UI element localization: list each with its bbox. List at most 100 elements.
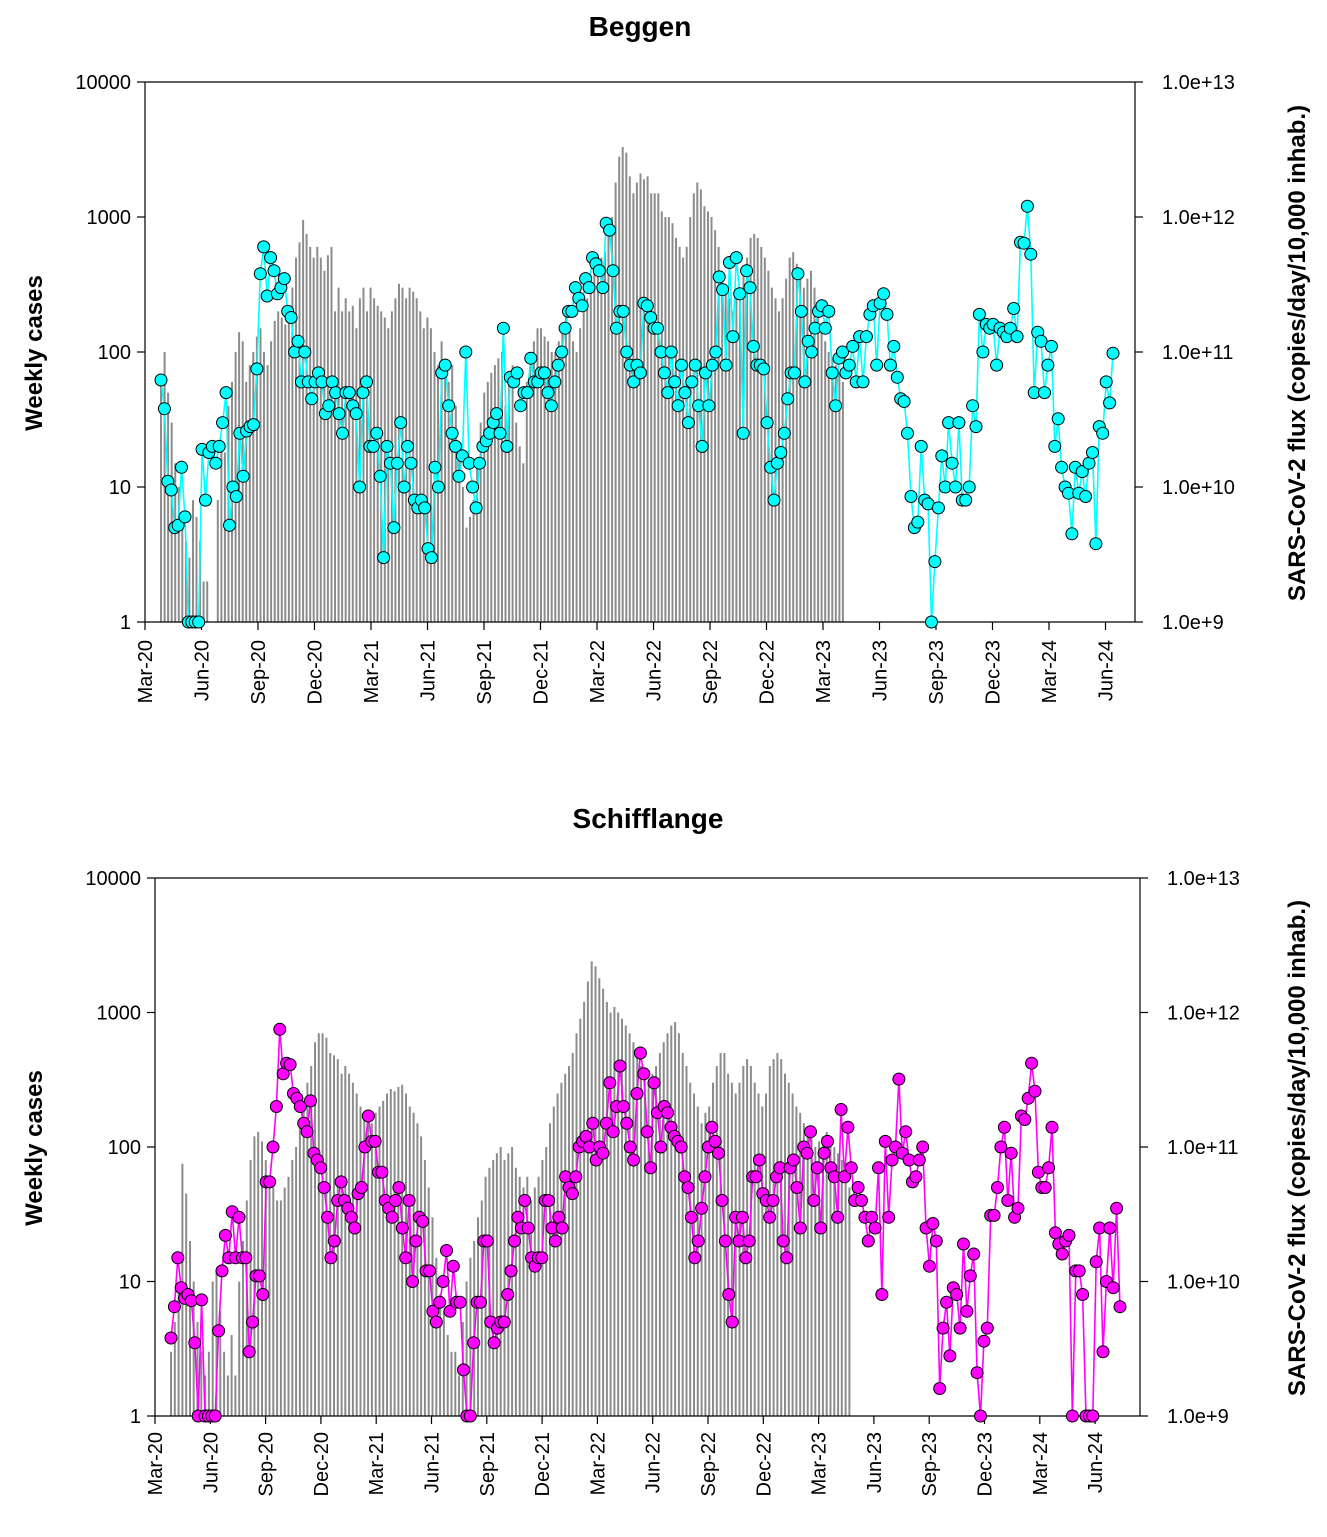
flux-point	[392, 1181, 406, 1194]
flux-point	[252, 1269, 266, 1283]
flux-point	[1062, 1228, 1076, 1242]
flux-point	[718, 1234, 732, 1248]
flux-point	[603, 223, 617, 237]
flux-point	[804, 1125, 817, 1139]
flux-point	[501, 1288, 515, 1301]
flux-point	[822, 304, 836, 318]
flux-point	[633, 366, 647, 380]
y-tick-label: 1000	[87, 207, 132, 229]
flux-point	[487, 1336, 501, 1350]
flux-point	[480, 1234, 494, 1248]
flux-point	[885, 1153, 899, 1167]
x-tick-label: Mar-21	[361, 640, 383, 703]
flux-point	[1099, 375, 1113, 389]
flux-point	[715, 1194, 729, 1207]
flux-point	[763, 1210, 777, 1224]
flux-point	[661, 1106, 675, 1120]
y-tick-label: 100	[108, 1137, 141, 1159]
flux-point	[445, 426, 459, 440]
flux-point	[387, 521, 401, 535]
flux-point	[940, 1295, 953, 1309]
flux-point	[555, 1221, 569, 1235]
flux-point	[1072, 1264, 1086, 1278]
flux-point	[524, 351, 538, 365]
flux-point	[538, 366, 551, 380]
flux-point	[746, 339, 760, 353]
flux-point	[882, 1210, 896, 1224]
flux-point	[668, 375, 682, 389]
flux-point	[821, 1134, 834, 1148]
flux-point	[449, 439, 462, 453]
flux-point	[192, 615, 206, 629]
flux-point	[695, 439, 709, 453]
flux-point	[171, 1251, 185, 1265]
flux-point	[870, 358, 884, 372]
flux-point	[726, 330, 740, 344]
x-tick-label: Jun-21	[418, 640, 440, 701]
flux-point	[671, 399, 685, 413]
flux-point	[817, 1146, 831, 1160]
flux-point	[644, 1161, 658, 1175]
flux-point	[923, 1259, 936, 1273]
flux-point	[500, 439, 514, 453]
x-tick-label: Mar-24	[1030, 1432, 1052, 1495]
y-tick-label: 10	[119, 1272, 141, 1294]
flux-point	[510, 366, 524, 380]
flux-point	[838, 1170, 851, 1184]
y-tick-label: 1000	[97, 1003, 142, 1025]
flux-point	[569, 1170, 583, 1184]
flux-point	[496, 321, 510, 335]
flux-point	[284, 311, 298, 324]
flux-point	[708, 1134, 722, 1148]
flux-point	[334, 1175, 348, 1189]
flux-point	[836, 345, 849, 359]
flux-point	[380, 439, 394, 453]
flux-point	[321, 1210, 334, 1224]
y-axis-label: Weekly cases	[21, 1070, 48, 1226]
flux-point	[397, 480, 411, 494]
x-tick-label: Jun-20	[200, 1432, 222, 1493]
flux-point	[712, 1146, 726, 1160]
flux-point	[377, 551, 391, 565]
flux-point	[914, 439, 928, 453]
flux-point	[712, 270, 726, 284]
flux-point	[1034, 334, 1048, 348]
flux-point	[332, 407, 346, 421]
flux-point	[436, 1275, 450, 1288]
x-tick-label: Dec-20	[311, 1432, 333, 1496]
flux-point	[291, 334, 305, 348]
flux-point	[195, 1293, 209, 1307]
flux-point	[1103, 396, 1117, 410]
flux-point	[760, 416, 774, 430]
flux-point	[212, 1324, 226, 1338]
flux-point	[542, 1194, 556, 1207]
chart-title: Beggen	[589, 11, 692, 42]
x-tick-label: Mar-20	[145, 1432, 167, 1495]
flux-point	[1106, 1281, 1120, 1295]
flux-point	[994, 1140, 1008, 1154]
flux-point	[990, 358, 1004, 372]
flux-point	[1065, 1409, 1079, 1423]
flux-point	[767, 493, 781, 507]
flux-point	[555, 345, 569, 359]
flux-point	[257, 240, 271, 254]
flux-point	[935, 449, 949, 463]
flux-point	[394, 416, 408, 430]
y-tick-label: 10000	[75, 72, 131, 94]
flux-point	[348, 1221, 362, 1235]
flux-point	[616, 304, 630, 318]
flux-point	[890, 370, 904, 384]
flux-point	[452, 469, 466, 483]
flux-point	[453, 1295, 467, 1309]
flux-point	[325, 375, 339, 389]
flux-point	[637, 1067, 651, 1081]
flux-point	[304, 1094, 317, 1108]
flux-point	[887, 339, 901, 353]
x-tick-label: Jun-23	[870, 640, 892, 701]
x-tick-label: Dec-21	[532, 1432, 554, 1496]
flux-point	[199, 493, 212, 507]
flux-point	[216, 416, 230, 430]
flux-point	[810, 1161, 824, 1175]
x-tick-label: Sep-21	[474, 640, 496, 705]
flux-point	[1041, 358, 1055, 372]
